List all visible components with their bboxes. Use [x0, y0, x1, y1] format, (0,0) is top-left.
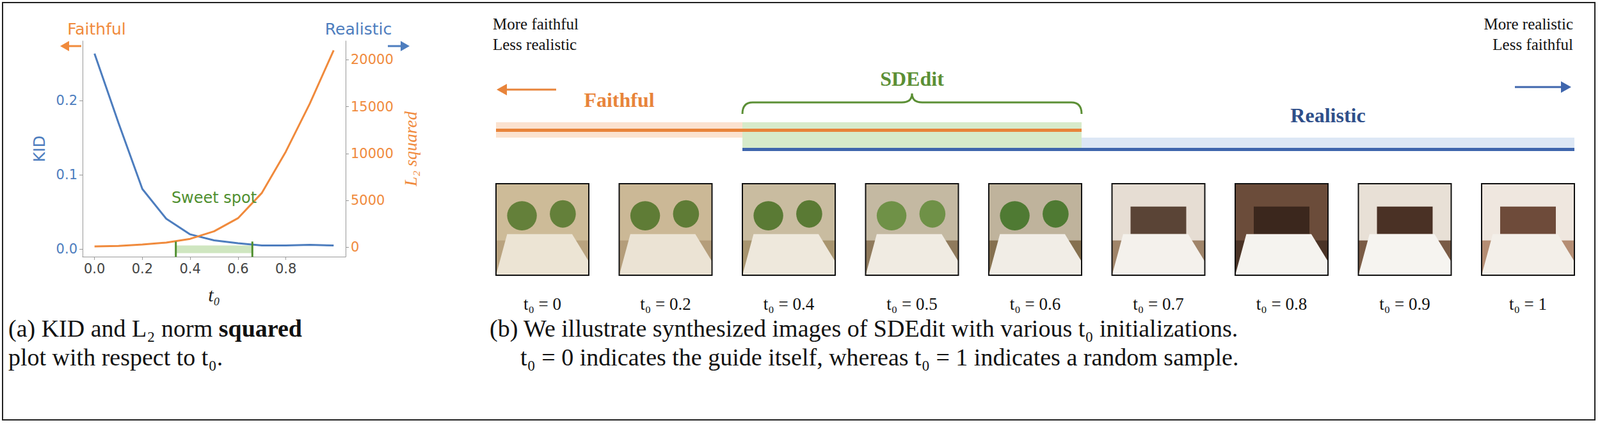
html-text:Faithful: Faithful	[583, 88, 655, 112]
svg-text:0.6: 0.6	[227, 261, 249, 277]
html-text:t₀ = 0.9: t₀ = 0.9	[1379, 294, 1431, 314]
svg-text:10000: 10000	[350, 145, 394, 162]
svg-text:KID: KID	[30, 135, 49, 162]
html-text:t₀ = 0.2: t₀ = 0.2	[640, 294, 692, 314]
html-text:SDEdit: SDEdit	[880, 67, 944, 91]
svg-text:5000: 5000	[350, 192, 385, 208]
svg-text:20000: 20000	[350, 51, 394, 68]
html-text:t₀ = 0.6: t₀ = 0.6	[1009, 294, 1061, 314]
svg-text:t₀: t₀	[208, 284, 221, 306]
html-text:More faithful: More faithful	[492, 15, 579, 33]
html-text:(b) We illustrate synthesized: (b) We illustrate synthesized images of …	[489, 314, 1238, 342]
html-text:t₀ = 0 indicates the guide its: t₀ = 0 indicates the guide itself, where…	[520, 343, 1239, 371]
svg-text:0: 0	[350, 239, 360, 255]
svg-text:0.1: 0.1	[56, 167, 78, 183]
html-text:t₀ = 0.4: t₀ = 0.4	[763, 294, 815, 314]
svg-text:0.2: 0.2	[131, 261, 153, 277]
svg-text:0.4: 0.4	[179, 261, 201, 277]
html-text:Realistic: Realistic	[1290, 103, 1366, 127]
html-text:t₀ = 0.8: t₀ = 0.8	[1256, 294, 1308, 314]
html-text:(a) KID and L₂ norm squared: (a) KID and L₂ norm squared	[8, 314, 303, 342]
svg-text:0.0: 0.0	[83, 261, 105, 277]
html-text:More realistic: More realistic	[1483, 15, 1574, 33]
svg-text:Sweet spot: Sweet spot	[171, 188, 257, 207]
html-text:t₀ = 0.5: t₀ = 0.5	[886, 294, 938, 314]
html-text:t₀ = 0: t₀ = 0	[523, 294, 562, 314]
html-text:Less realistic: Less realistic	[492, 35, 577, 54]
svg-text:L₂ squared: L₂ squared	[401, 110, 421, 187]
svg-text:15000: 15000	[350, 99, 394, 115]
svg-text:0.2: 0.2	[56, 92, 78, 109]
svg-text:0.0: 0.0	[56, 241, 78, 257]
svg-text:0.8: 0.8	[275, 261, 297, 277]
html-text:t₀ = 0.7: t₀ = 0.7	[1132, 294, 1184, 314]
html-text:t₀ = 1: t₀ = 1	[1509, 294, 1547, 314]
svg-text:Realistic: Realistic	[325, 19, 392, 39]
html-text:Less faithful: Less faithful	[1492, 35, 1574, 54]
svg-text:Faithful: Faithful	[67, 19, 127, 39]
html-text:plot with respect to t₀.: plot with respect to t₀.	[8, 343, 223, 371]
